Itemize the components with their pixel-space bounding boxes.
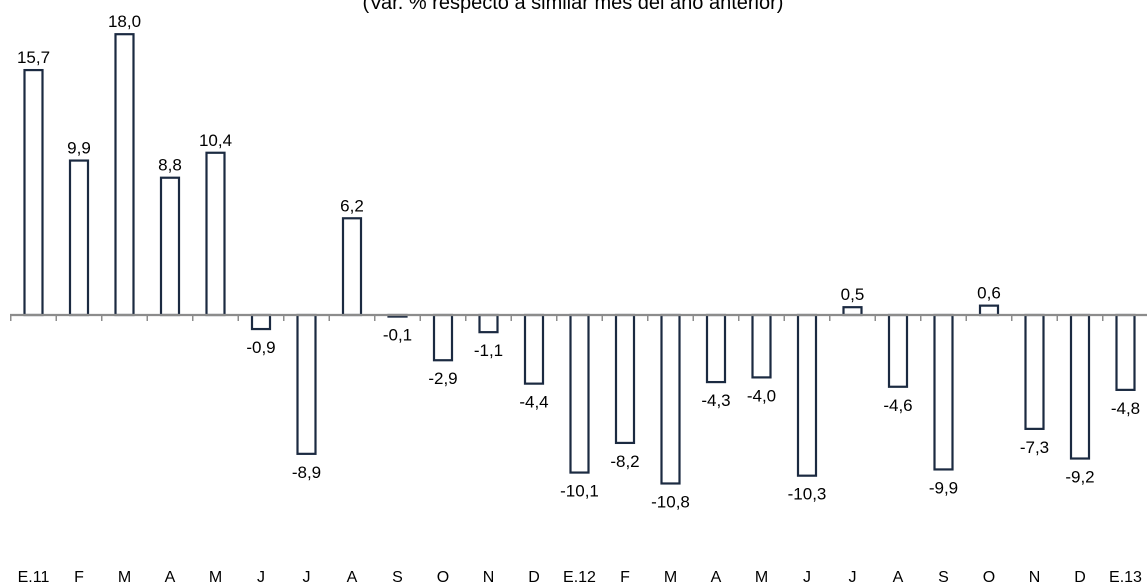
data-label: 6,2 <box>340 196 364 215</box>
bar <box>569 313 590 474</box>
x-tick-label: J <box>849 569 857 586</box>
data-label: -8,2 <box>610 452 639 471</box>
data-label: -7,3 <box>1020 438 1049 457</box>
data-label: -0,9 <box>246 338 275 357</box>
bar <box>1069 313 1091 460</box>
bar <box>660 313 681 485</box>
data-label: -9,9 <box>929 478 958 497</box>
bar <box>296 313 317 455</box>
x-tick-label: J <box>803 569 811 586</box>
bar <box>842 306 863 317</box>
x-tick-label: F <box>620 569 630 586</box>
x-tick-label: O <box>983 569 995 586</box>
bar <box>432 313 454 362</box>
x-tick-label: A <box>893 569 904 586</box>
x-tick-label: N <box>483 569 495 586</box>
bar <box>114 33 135 317</box>
bar <box>751 313 772 379</box>
data-label: 15,7 <box>17 48 50 67</box>
x-tick-label: E.11 <box>18 569 50 586</box>
data-label: -4,4 <box>519 393 548 412</box>
x-tick-label: A <box>711 569 722 586</box>
data-label: 18,0 <box>108 12 141 31</box>
x-tick-label: D <box>528 569 540 586</box>
bar <box>159 176 181 317</box>
bar <box>205 151 226 317</box>
data-label: 8,8 <box>158 156 182 175</box>
x-tick-label: O <box>437 569 449 586</box>
bar <box>705 313 727 384</box>
x-tick-label: N <box>1029 569 1041 586</box>
x-tick-label: J <box>257 569 265 586</box>
x-tick-label-group: E.11 F M A M J J A S O N D E.12 F M A M J J A S O N D E.13 <box>18 569 1142 586</box>
bar <box>614 313 636 445</box>
x-tick-label: E.12 <box>563 569 596 586</box>
x-tick-label: M <box>755 569 768 586</box>
data-label: 9,9 <box>67 139 91 158</box>
x-axis <box>10 313 1147 321</box>
bar <box>250 313 272 331</box>
data-label-group: 15,7 9,9 18,0 8,8 10,4 -0,9 -8,9 6,2 -0,1 -2,9 -1,… <box>17 12 1140 511</box>
x-tick-label: S <box>938 569 949 586</box>
bar <box>523 313 545 385</box>
x-tick-label: S <box>392 569 403 586</box>
data-label: -9,2 <box>1065 468 1094 487</box>
x-tick-label: D <box>1074 569 1086 586</box>
data-label: -8,9 <box>292 463 321 482</box>
bar <box>68 159 90 317</box>
bar <box>796 313 818 477</box>
chart-subtitle: (Var. % respecto a similar mes del año a… <box>363 0 784 14</box>
data-label: -10,3 <box>788 485 827 504</box>
bar-group <box>23 33 1136 485</box>
data-label: -4,3 <box>701 391 730 410</box>
bar <box>933 313 954 471</box>
data-label: -10,8 <box>651 492 690 511</box>
data-label: 0,6 <box>977 284 1001 303</box>
data-label: 0,5 <box>841 285 865 304</box>
bar <box>341 217 363 317</box>
x-tick-label: M <box>209 569 222 586</box>
bar <box>23 68 44 317</box>
data-label: -10,1 <box>560 482 599 501</box>
x-tick-label: M <box>118 569 131 586</box>
data-label: -4,0 <box>747 386 776 405</box>
data-label: -0,1 <box>383 326 412 345</box>
bar <box>1024 313 1045 430</box>
x-tick-label: M <box>664 569 677 586</box>
x-tick-label: A <box>347 569 358 586</box>
bar <box>887 313 909 388</box>
data-label: -1,1 <box>474 341 503 360</box>
data-label: 10,4 <box>199 131 232 150</box>
bar <box>1115 313 1136 391</box>
bar <box>478 313 499 334</box>
bar <box>978 304 1000 317</box>
data-label: -4,6 <box>883 396 912 415</box>
x-tick-label: J <box>303 569 311 586</box>
x-tick-label: A <box>165 569 176 586</box>
data-label: -4,8 <box>1111 399 1140 418</box>
x-tick-label: E.13 <box>1109 569 1142 586</box>
data-label: -2,9 <box>428 369 457 388</box>
x-tick-label: F <box>74 569 84 586</box>
